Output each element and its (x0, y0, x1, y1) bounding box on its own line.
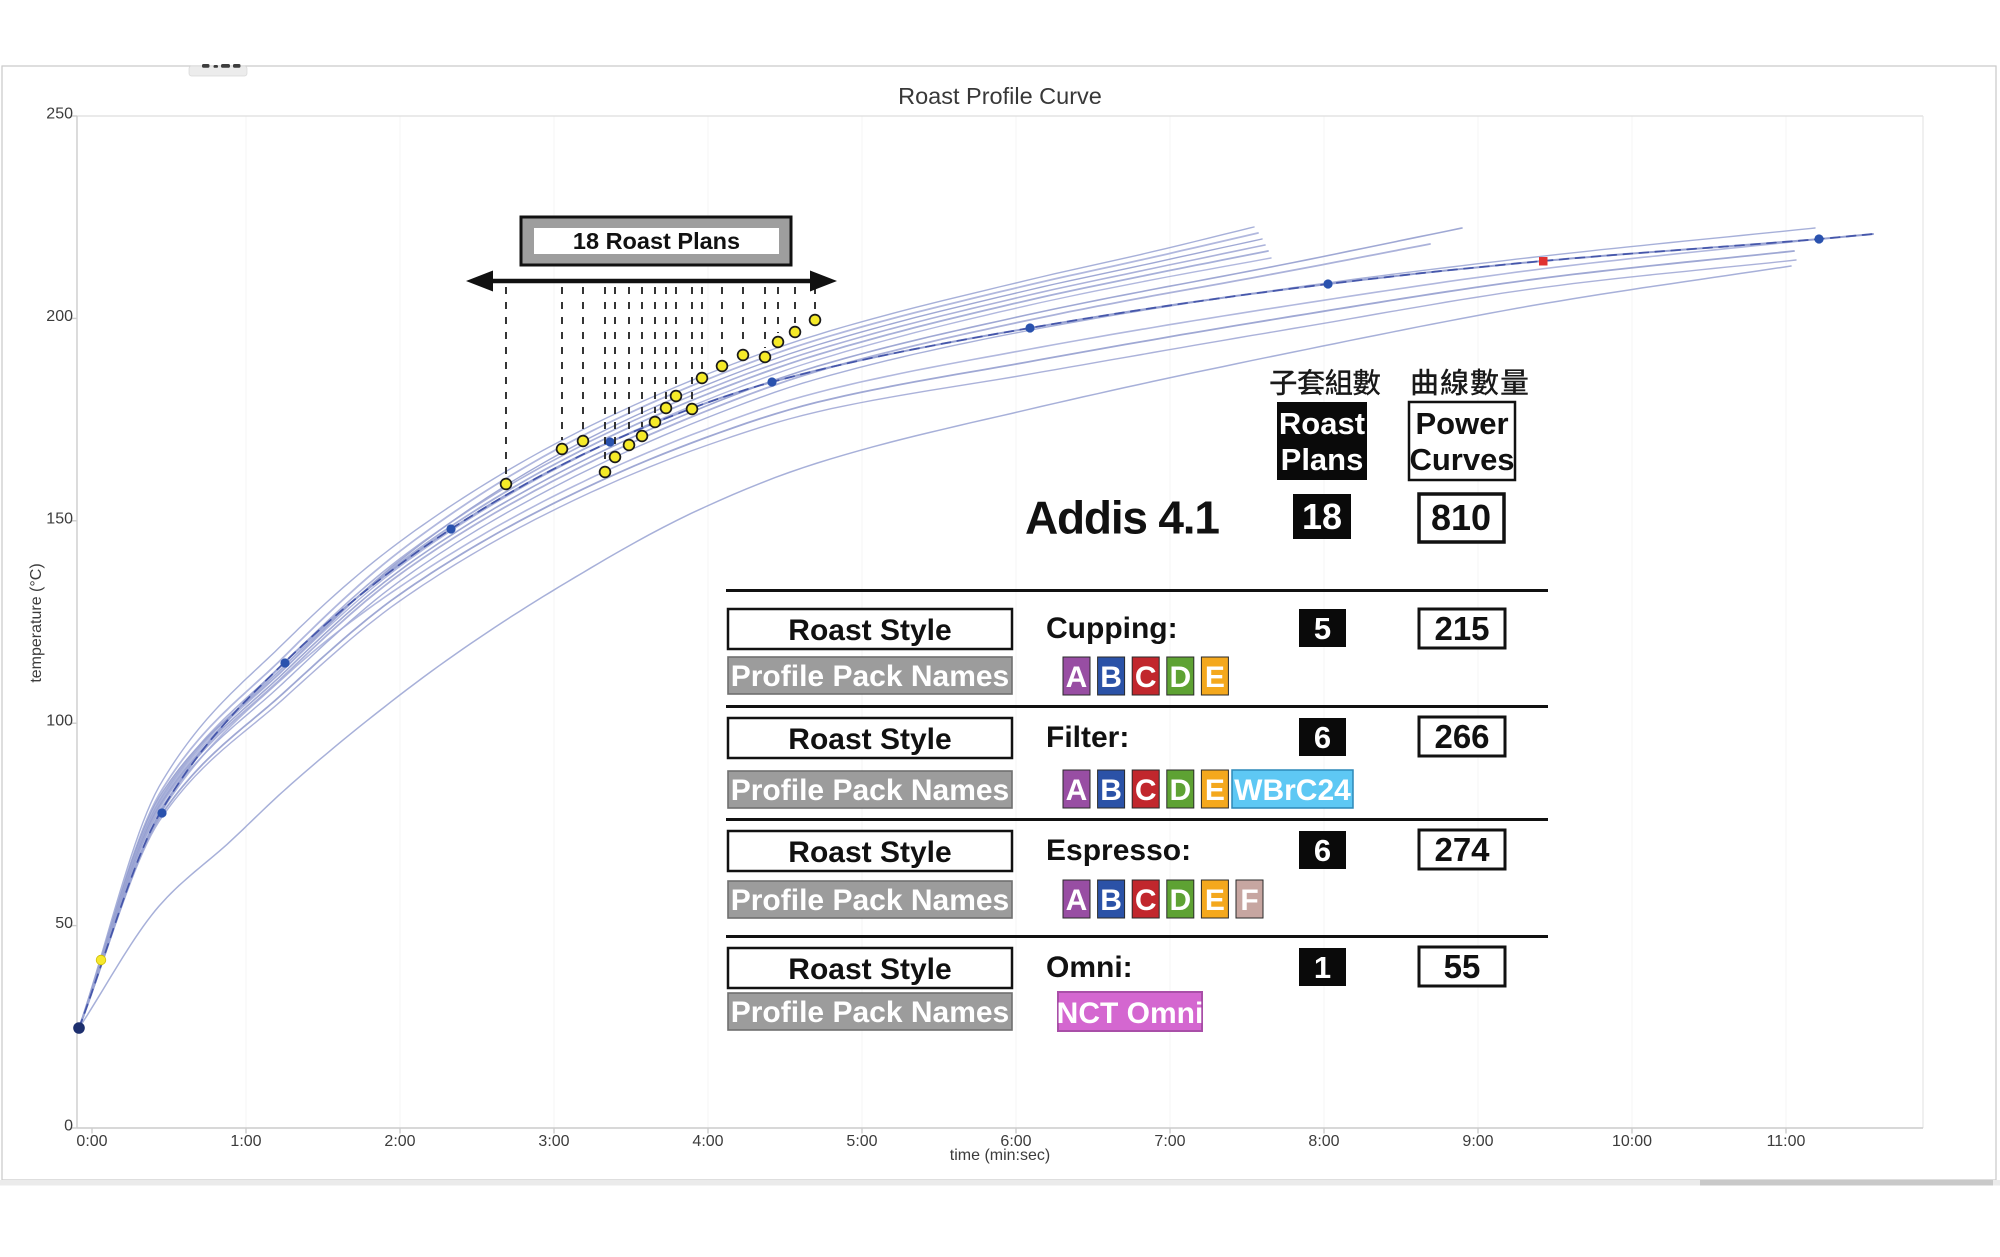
svg-text:6:00: 6:00 (1000, 1133, 1031, 1150)
svg-text:NCT Omni: NCT Omni (1057, 997, 1204, 1030)
svg-text:10:00: 10:00 (1612, 1133, 1652, 1150)
svg-text:0: 0 (64, 1118, 73, 1135)
svg-text:C: C (1135, 884, 1157, 917)
svg-text:D: D (1169, 884, 1191, 917)
svg-text:time (min:sec): time (min:sec) (950, 1147, 1050, 1164)
svg-text:55: 55 (1444, 948, 1481, 985)
svg-text:temperature (°C): temperature (°C) (28, 563, 45, 682)
svg-text:4:00: 4:00 (692, 1133, 723, 1150)
svg-text:8:00: 8:00 (1308, 1133, 1339, 1150)
svg-text:F: F (1240, 884, 1258, 917)
svg-text:250: 250 (46, 106, 73, 123)
svg-text:Profile Pack Names: Profile Pack Names (731, 996, 1009, 1029)
svg-text:Roast Style: Roast Style (788, 953, 951, 986)
svg-text:18: 18 (1302, 496, 1342, 537)
svg-text:3:00: 3:00 (538, 1133, 569, 1150)
svg-text:Profile Pack Names: Profile Pack Names (731, 884, 1009, 917)
svg-text:E: E (1205, 774, 1225, 807)
svg-text:2:00: 2:00 (384, 1133, 415, 1150)
svg-text:D: D (1169, 774, 1191, 807)
svg-text:100: 100 (46, 713, 73, 730)
svg-text:274: 274 (1434, 831, 1490, 868)
svg-text:Roast: Roast (1279, 406, 1365, 441)
svg-text:Roast Style: Roast Style (788, 614, 951, 647)
svg-text:6: 6 (1314, 833, 1331, 868)
svg-text:B: B (1100, 774, 1122, 807)
svg-text:810: 810 (1431, 497, 1491, 538)
svg-text:150: 150 (46, 510, 73, 527)
svg-text:215: 215 (1434, 610, 1489, 647)
svg-text:18 Roast Plans: 18 Roast Plans (573, 228, 740, 254)
svg-text:266: 266 (1434, 718, 1489, 755)
svg-text:0:00: 0:00 (76, 1133, 107, 1150)
svg-text:B: B (1100, 884, 1122, 917)
svg-text:Roast Style: Roast Style (788, 723, 951, 756)
svg-text:Roast Style: Roast Style (788, 836, 951, 869)
svg-text:Curves: Curves (1409, 442, 1514, 477)
svg-text:C: C (1135, 661, 1157, 694)
svg-text:Espresso:: Espresso: (1046, 834, 1191, 867)
svg-text:B: B (1100, 661, 1122, 694)
svg-text:E: E (1205, 661, 1225, 694)
svg-text:Cupping:: Cupping: (1046, 612, 1178, 645)
svg-text:5:00: 5:00 (846, 1133, 877, 1150)
svg-text:11:00: 11:00 (1767, 1133, 1806, 1150)
svg-text:9:00: 9:00 (1462, 1133, 1493, 1150)
svg-text:1: 1 (1314, 950, 1331, 985)
svg-text:Plans: Plans (1281, 442, 1364, 477)
svg-text:WBrC24: WBrC24 (1234, 774, 1351, 807)
svg-text:Filter:: Filter: (1046, 721, 1129, 754)
svg-text:6: 6 (1314, 720, 1331, 755)
svg-text:C: C (1135, 774, 1157, 807)
svg-text:7:00: 7:00 (1154, 1133, 1185, 1150)
svg-text:Profile Pack Names: Profile Pack Names (731, 660, 1009, 693)
svg-text:Omni:: Omni: (1046, 951, 1133, 984)
svg-text:5: 5 (1314, 611, 1331, 646)
svg-text:Power: Power (1415, 406, 1508, 441)
svg-text:A: A (1066, 774, 1088, 807)
svg-text:Roast Profile Curve: Roast Profile Curve (898, 83, 1102, 109)
svg-text:A: A (1066, 884, 1088, 917)
svg-text:A: A (1066, 661, 1088, 694)
svg-text:Addis 4.1: Addis 4.1 (1025, 492, 1219, 544)
svg-text:1:00: 1:00 (230, 1133, 261, 1150)
svg-text:D: D (1169, 661, 1191, 694)
svg-text:50: 50 (55, 915, 73, 932)
svg-text:200: 200 (46, 308, 73, 325)
svg-text:E: E (1205, 884, 1225, 917)
svg-text:Profile Pack Names: Profile Pack Names (731, 774, 1009, 807)
